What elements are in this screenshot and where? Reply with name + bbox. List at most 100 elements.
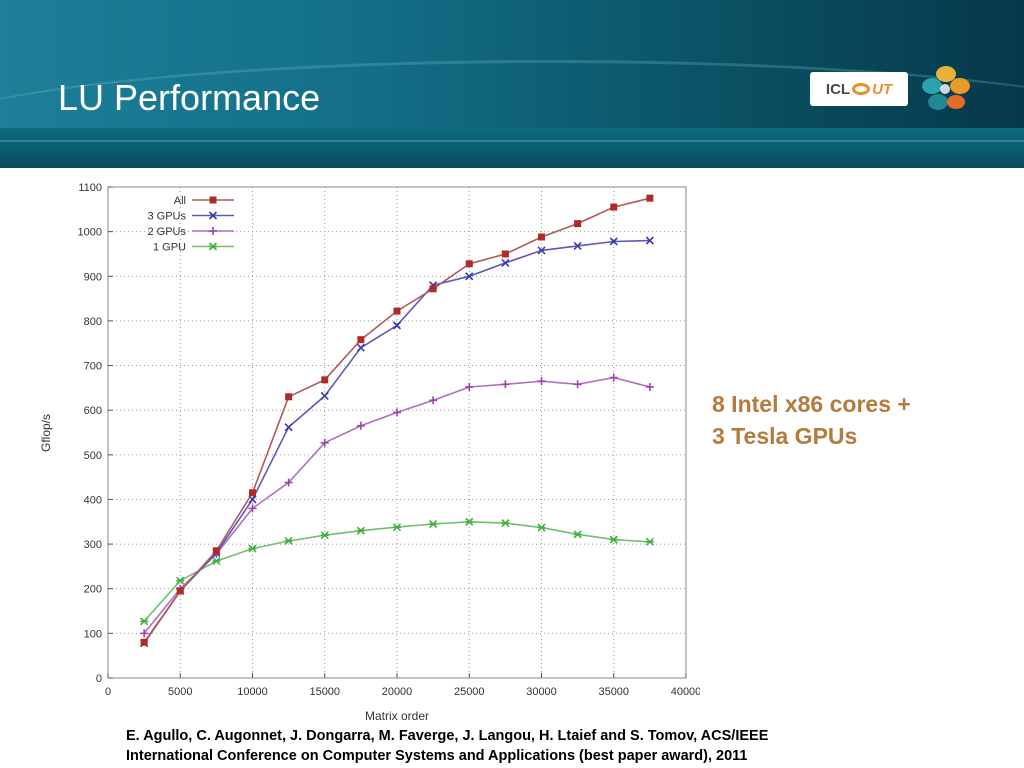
series-1-gpu — [140, 517, 654, 626]
x-tick-label: 35000 — [598, 686, 629, 698]
data-point — [537, 523, 546, 532]
x-axis-label: Matrix order — [365, 709, 429, 723]
data-point — [537, 377, 546, 386]
x-tick-label: 25000 — [454, 686, 485, 698]
data-point — [393, 408, 401, 417]
data-point — [357, 336, 365, 344]
data-point — [501, 250, 509, 258]
y-tick-label: 800 — [84, 316, 102, 328]
header-band — [0, 128, 1024, 168]
slide-title: LU Performance — [58, 77, 321, 118]
data-point — [465, 517, 474, 526]
data-point — [284, 536, 293, 546]
data-point — [465, 382, 474, 391]
data-point — [356, 343, 365, 352]
y-tick-label: 100 — [84, 628, 102, 640]
data-point — [212, 556, 221, 566]
legend-marker — [209, 196, 217, 204]
legend-label: All — [174, 195, 186, 207]
header-decoration — [0, 60, 1024, 168]
data-point — [574, 220, 582, 228]
data-point — [176, 587, 184, 595]
y-tick-label: 500 — [84, 450, 102, 462]
x-tick-label: 30000 — [526, 686, 557, 698]
legend-label: 3 GPUs — [147, 211, 186, 223]
y-tick-label: 1100 — [78, 182, 102, 194]
header-band-line — [0, 140, 1024, 142]
y-tick-label: 400 — [84, 494, 102, 506]
data-point — [356, 526, 365, 535]
data-point — [248, 544, 257, 553]
data-point — [140, 629, 149, 638]
legend-marker — [208, 211, 218, 220]
x-tick-label: 20000 — [382, 686, 413, 698]
slide-header: LU Performance ICL UT — [0, 0, 1024, 168]
data-point — [248, 504, 257, 513]
x-tick-label: 10000 — [237, 686, 268, 698]
ut-logo-text: UT — [872, 80, 893, 98]
y-tick-label: 1000 — [78, 227, 102, 239]
legend-marker — [209, 227, 217, 235]
data-point — [284, 423, 293, 432]
data-point — [249, 489, 256, 497]
utk-flower-logo-icon — [922, 66, 970, 110]
data-point — [284, 478, 293, 487]
data-point — [392, 321, 402, 330]
series-all — [140, 194, 654, 646]
data-point — [465, 272, 474, 281]
data-point — [429, 396, 438, 405]
data-point — [356, 421, 365, 430]
data-point — [646, 194, 654, 202]
data-point — [140, 617, 149, 626]
x-tick-label: 40000 — [671, 686, 700, 698]
data-point — [212, 547, 220, 555]
y-tick-label: 300 — [84, 539, 102, 551]
data-point — [140, 638, 148, 646]
data-point — [393, 307, 401, 315]
y-tick-label: 200 — [84, 584, 102, 596]
icl-logo-text: ICL — [825, 80, 851, 98]
data-point — [501, 380, 510, 389]
x-axis-ticks: 0 5000 10000 15000 20000 25000 30000 35000 40000 — [105, 673, 700, 698]
note-line-2: 3 Tesla GPUs — [712, 423, 858, 449]
data-point — [573, 530, 582, 539]
data-point — [320, 531, 329, 540]
icl-logo-loop-icon — [852, 83, 871, 95]
data-point — [465, 260, 473, 268]
data-point — [501, 258, 510, 267]
data-point — [538, 233, 545, 241]
y-axis-ticks: 0 100 200 300 400 500 600 700 800 900 1000 1100 — [78, 182, 113, 685]
legend-label: 2 GPUs — [147, 226, 186, 238]
data-point — [573, 380, 582, 389]
series-2-gpus — [140, 373, 654, 638]
data-point — [537, 246, 546, 255]
series-group — [140, 194, 654, 648]
y-tick-label: 900 — [84, 271, 102, 283]
data-point — [609, 373, 618, 382]
data-point — [645, 382, 654, 391]
y-tick-label: 600 — [84, 405, 102, 417]
citation: E. Agullo, C. Augonnet, J. Dongarra, M. … — [126, 726, 768, 766]
legend-marker — [208, 242, 218, 251]
side-note: 8 Intel x86 cores + 3 Tesla GPUs — [712, 388, 911, 452]
data-point — [609, 535, 618, 544]
data-point — [645, 537, 654, 546]
x-tick-label: 15000 — [309, 686, 340, 698]
data-point — [176, 576, 185, 585]
data-point — [392, 523, 402, 532]
data-point — [645, 236, 654, 245]
x-tick-label: 5000 — [168, 686, 192, 698]
plot-area — [107, 186, 687, 679]
legend: All 3 GPUs 2 GPUs 1 GPU — [147, 195, 234, 254]
y-axis-label: Gflop/s — [39, 414, 53, 452]
citation-line-1: E. Agullo, C. Augonnet, J. Dongarra, M. … — [126, 728, 769, 744]
legend-label: 1 GPU — [153, 242, 186, 254]
data-point — [610, 203, 618, 211]
data-point — [285, 393, 293, 401]
x-tick-label: 0 — [105, 686, 111, 698]
citation-line-2: International Conference on Computer Sys… — [126, 748, 748, 764]
data-point — [501, 519, 510, 528]
lu-performance-chart: 0 100 200 300 400 500 600 700 800 900 1000 1100 0 50… — [39, 182, 700, 723]
y-tick-label: 700 — [84, 361, 102, 373]
data-point — [573, 241, 582, 250]
